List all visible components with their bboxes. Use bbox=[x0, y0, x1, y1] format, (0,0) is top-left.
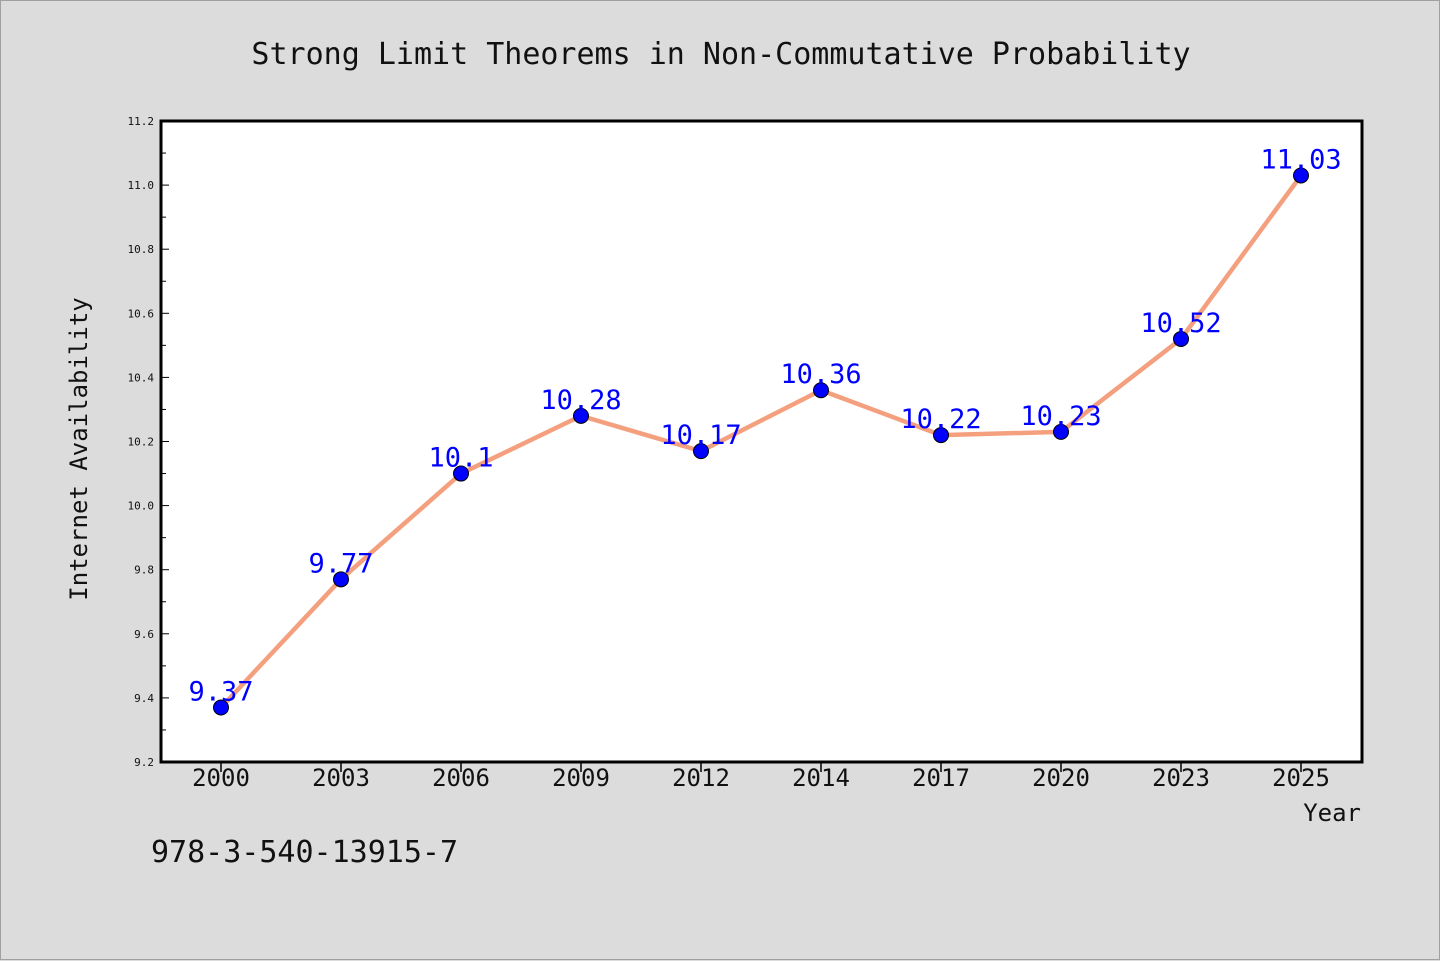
data-point bbox=[213, 699, 229, 716]
data-point bbox=[333, 571, 349, 588]
y-tick-label: 9.2 bbox=[134, 756, 154, 769]
y-tick-label: 9.6 bbox=[134, 628, 154, 641]
x-tick-label: 2000 bbox=[192, 764, 250, 792]
data-label: 10.28 bbox=[540, 385, 621, 416]
data-label: 9.77 bbox=[308, 548, 373, 579]
y-tick-label: 10.0 bbox=[128, 500, 155, 513]
isbn-text: 978-3-540-13915-7 bbox=[151, 835, 459, 870]
data-label: 11.03 bbox=[1260, 144, 1341, 175]
x-tick-label: 2025 bbox=[1272, 764, 1330, 792]
data-label: 10.17 bbox=[660, 420, 741, 451]
data-point bbox=[1053, 423, 1069, 440]
chart-title: Strong Limit Theorems in Non-Commutative… bbox=[251, 37, 1190, 72]
data-label: 10.22 bbox=[900, 404, 981, 435]
data-label: 10.23 bbox=[1020, 401, 1101, 432]
data-point bbox=[813, 382, 829, 399]
x-tick-label: 2020 bbox=[1032, 764, 1090, 792]
data-label: 10.52 bbox=[1140, 308, 1221, 339]
data-point bbox=[1173, 330, 1189, 347]
x-tick-label: 2017 bbox=[912, 764, 970, 792]
y-tick-label: 10.8 bbox=[128, 243, 155, 256]
data-label: 10.1 bbox=[428, 443, 493, 474]
data-point bbox=[1293, 167, 1309, 184]
x-tick-label: 2003 bbox=[312, 764, 370, 792]
data-point bbox=[573, 407, 589, 424]
x-tick-label: 2006 bbox=[432, 764, 490, 792]
data-label: 9.37 bbox=[188, 677, 253, 708]
data-point bbox=[453, 465, 469, 482]
y-tick-label: 9.4 bbox=[134, 692, 154, 705]
y-axis: 9.2 9.4 9.6 9.8 10.0 10.2 10.4 10.6 10.8 11.0 11.2 bbox=[128, 115, 169, 769]
x-tick-label: 2012 bbox=[672, 764, 730, 792]
x-axis: 2000 2003 2006 2009 2012 2014 2017 2020 2023 2025 bbox=[192, 762, 1330, 792]
data-point bbox=[693, 443, 709, 460]
data-label: 10.36 bbox=[780, 359, 861, 390]
y-tick-label: 10.2 bbox=[128, 436, 155, 449]
y-tick-label: 11.2 bbox=[128, 115, 155, 128]
y-tick-label: 11.0 bbox=[128, 179, 155, 192]
x-tick-label: 2014 bbox=[792, 764, 850, 792]
x-tick-label: 2023 bbox=[1152, 764, 1210, 792]
y-tick-label: 9.8 bbox=[134, 564, 154, 577]
data-point bbox=[933, 427, 949, 444]
y-tick-label: 10.6 bbox=[128, 307, 155, 320]
series-line bbox=[218, 173, 1304, 710]
y-tick-label: 10.4 bbox=[128, 371, 155, 384]
x-tick-label: 2009 bbox=[552, 764, 610, 792]
series-layer: 9.37 9.77 10.1 10.28 10.17 10.36 10.22 10.23 10.… bbox=[188, 144, 1342, 716]
x-axis-label: Year bbox=[1303, 799, 1361, 827]
y-axis-label: Internet Availability bbox=[65, 297, 93, 600]
plot-area bbox=[159, 119, 1364, 764]
